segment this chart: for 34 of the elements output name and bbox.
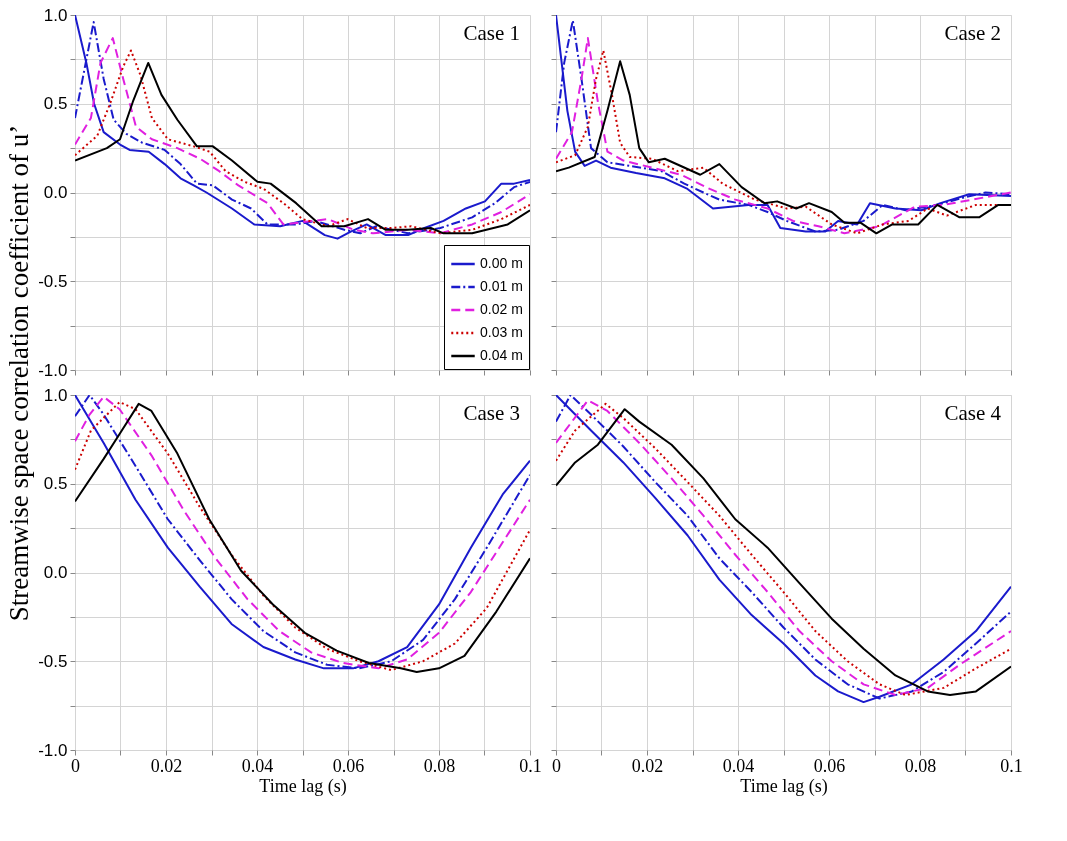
x-tick-label: 0.1: [1000, 755, 1023, 776]
y-tick-label: 0.0: [43, 563, 68, 582]
x-tick-label: 0.04: [722, 755, 755, 776]
x-tick-label: 0: [71, 755, 80, 776]
y-tick-label: 0.5: [43, 474, 68, 494]
y-tick-label: 1.0: [43, 5, 68, 25]
x-axis-title: Time lag (s): [259, 775, 347, 797]
chart-title: Case 2: [944, 21, 1001, 45]
y-tick-label: -0.5: [38, 271, 68, 291]
legend-label: 0.04 m: [480, 347, 523, 363]
x-tick-label: 0: [552, 755, 561, 776]
y-tick-label: -1.0: [38, 740, 68, 760]
chart-title: Case 3: [463, 401, 520, 425]
y-tick-label: -1.0: [38, 360, 68, 380]
x-tick-label: 0.08: [423, 755, 456, 776]
chart-title: Case 1: [463, 21, 520, 45]
legend-label: 0.03 m: [480, 324, 523, 340]
x-tick-label: 0.02: [631, 755, 664, 776]
y-tick-label: -0.5: [38, 651, 68, 671]
y-tick-label: 1.0: [43, 385, 68, 405]
x-axis-title: Time lag (s): [740, 775, 828, 797]
legend-label: 0.02 m: [480, 301, 523, 317]
x-tick-label: 0.04: [241, 755, 274, 776]
y-axis-title: Streamwise space correlation coefficient of u’: [4, 124, 34, 622]
y-tick-label: 0.0: [43, 183, 68, 202]
x-tick-label: 0.06: [813, 755, 846, 776]
y-tick-label: 0.5: [43, 94, 68, 114]
legend-label: 0.01 m: [480, 278, 523, 294]
x-tick-label: 0.06: [332, 755, 365, 776]
chart-title: Case 4: [944, 401, 1002, 425]
x-tick-label: 0.02: [150, 755, 183, 776]
legend-label: 0.00 m: [480, 255, 523, 271]
x-tick-label: 0.1: [519, 755, 542, 776]
x-tick-label: 0.08: [904, 755, 937, 776]
